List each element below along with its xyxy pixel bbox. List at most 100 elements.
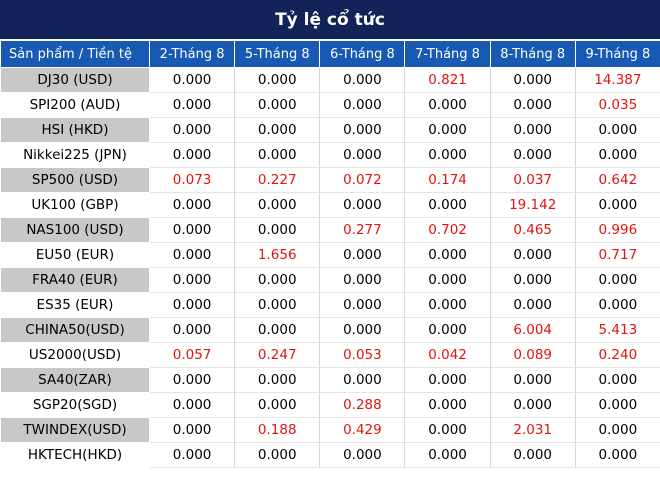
product-name-cell: SGP20(SGD) <box>0 392 150 418</box>
dividend-value-cell: 0.000 <box>404 367 491 393</box>
dividend-value-cell: 0.702 <box>404 217 491 243</box>
dividend-table: Sản phẩm / Tiền tệ 2-Tháng 8 5-Tháng 8 6… <box>0 40 660 468</box>
table-row: SGP20(SGD) 0.000 0.000 0.288 0.000 0.000 0.000 <box>0 392 660 418</box>
column-header-date: 9-Tháng 8 <box>574 40 660 68</box>
dividend-value-cell: 0.000 <box>319 192 406 218</box>
dividend-value-cell: 0.000 <box>574 367 660 393</box>
product-name-cell: HKTECH(HKD) <box>0 442 150 468</box>
dividend-value-cell: 0.000 <box>148 392 236 418</box>
column-header-product: Sản phẩm / Tiền tệ <box>0 40 150 68</box>
dividend-value-cell: 0.227 <box>234 167 321 193</box>
table-header-row: Sản phẩm / Tiền tệ 2-Tháng 8 5-Tháng 8 6… <box>0 40 660 68</box>
table-row: UK100 (GBP) 0.000 0.000 0.000 0.000 19.142 0.0… <box>0 192 660 218</box>
dividend-value-cell: 0.000 <box>404 192 491 218</box>
column-header-date: 5-Tháng 8 <box>234 40 321 68</box>
dividend-value-cell: 0.465 <box>489 217 576 243</box>
dividend-value-cell: 0.000 <box>148 142 236 168</box>
dividend-value-cell: 0.089 <box>489 342 576 368</box>
dividend-value-cell: 0.000 <box>489 117 576 143</box>
dividend-value-cell: 0.000 <box>319 442 406 468</box>
table-row: HSI (HKD) 0.000 0.000 0.000 0.000 0.000 0.000 <box>0 117 660 143</box>
dividend-value-cell: 0.000 <box>148 292 236 318</box>
dividend-value-cell: 0.000 <box>489 142 576 168</box>
table-row: TWINDEX(USD) 0.000 0.188 0.429 0.000 2.031 0.0… <box>0 417 660 443</box>
dividend-value-cell: 0.035 <box>574 92 660 118</box>
dividend-value-cell: 0.000 <box>404 242 491 268</box>
table-row: US2000(USD) 0.057 0.247 0.053 0.042 0.089 0.24… <box>0 342 660 368</box>
dividend-value-cell: 0.000 <box>234 117 321 143</box>
dividend-value-cell: 0.188 <box>234 417 321 443</box>
dividend-value-cell: 0.000 <box>574 117 660 143</box>
dividend-value-cell: 0.000 <box>574 417 660 443</box>
dividend-value-cell: 0.240 <box>574 342 660 368</box>
dividend-value-cell: 0.000 <box>404 442 491 468</box>
dividend-value-cell: 0.000 <box>148 217 236 243</box>
dividend-value-cell: 0.000 <box>489 367 576 393</box>
dividend-value-cell: 0.057 <box>148 342 236 368</box>
table-row: FRA40 (EUR) 0.000 0.000 0.000 0.000 0.000 0.00… <box>0 267 660 293</box>
dividend-value-cell: 0.000 <box>574 267 660 293</box>
dividend-value-cell: 0.000 <box>148 92 236 118</box>
dividend-value-cell: 0.000 <box>574 192 660 218</box>
dividend-value-cell: 0.000 <box>234 67 321 93</box>
dividend-value-cell: 0.717 <box>574 242 660 268</box>
dividend-value-cell: 0.000 <box>234 317 321 343</box>
dividend-value-cell: 0.053 <box>319 342 406 368</box>
dividend-value-cell: 0.000 <box>148 367 236 393</box>
table-row: HKTECH(HKD) 0.000 0.000 0.000 0.000 0.000 0.00… <box>0 442 660 468</box>
dividend-rate-panel: Tỷ lệ cổ tức Sản phẩm / Tiền tệ 2-Tháng … <box>0 0 660 468</box>
dividend-value-cell: 0.000 <box>404 117 491 143</box>
table-row: SP500 (USD) 0.073 0.227 0.072 0.174 0.037 0.64… <box>0 167 660 193</box>
product-name-cell: DJ30 (USD) <box>0 67 150 93</box>
dividend-value-cell: 6.004 <box>489 317 576 343</box>
column-header-date: 6-Tháng 8 <box>319 40 406 68</box>
dividend-value-cell: 0.000 <box>148 242 236 268</box>
dividend-value-cell: 0.821 <box>404 67 491 93</box>
dividend-value-cell: 0.000 <box>319 142 406 168</box>
table-row: Nikkei225 (JPN) 0.000 0.000 0.000 0.000 0.000… <box>0 142 660 168</box>
product-name-cell: SPI200 (AUD) <box>0 92 150 118</box>
dividend-value-cell: 0.000 <box>404 142 491 168</box>
dividend-value-cell: 0.000 <box>148 117 236 143</box>
dividend-value-cell: 0.000 <box>148 267 236 293</box>
dividend-value-cell: 0.000 <box>148 192 236 218</box>
dividend-value-cell: 0.000 <box>234 442 321 468</box>
dividend-value-cell: 0.000 <box>489 242 576 268</box>
dividend-value-cell: 0.000 <box>319 367 406 393</box>
dividend-value-cell: 0.000 <box>404 317 491 343</box>
dividend-value-cell: 0.000 <box>148 442 236 468</box>
dividend-value-cell: 0.996 <box>574 217 660 243</box>
dividend-value-cell: 19.142 <box>489 192 576 218</box>
dividend-value-cell: 0.072 <box>319 167 406 193</box>
dividend-value-cell: 0.000 <box>489 267 576 293</box>
dividend-value-cell: 0.000 <box>489 392 576 418</box>
column-header-date: 7-Tháng 8 <box>404 40 491 68</box>
product-name-cell: ES35 (EUR) <box>0 292 150 318</box>
dividend-value-cell: 0.000 <box>319 267 406 293</box>
dividend-value-cell: 5.413 <box>574 317 660 343</box>
table-row: DJ30 (USD) 0.000 0.000 0.000 0.821 0.000 14.38… <box>0 67 660 93</box>
dividend-value-cell: 0.000 <box>489 92 576 118</box>
product-name-cell: SP500 (USD) <box>0 167 150 193</box>
dividend-value-cell: 0.429 <box>319 417 406 443</box>
dividend-value-cell: 0.000 <box>404 417 491 443</box>
dividend-value-cell: 0.174 <box>404 167 491 193</box>
dividend-value-cell: 0.000 <box>319 317 406 343</box>
dividend-value-cell: 0.073 <box>148 167 236 193</box>
dividend-value-cell: 0.000 <box>319 242 406 268</box>
column-header-date: 2-Tháng 8 <box>148 40 236 68</box>
dividend-value-cell: 1.656 <box>234 242 321 268</box>
dividend-value-cell: 0.000 <box>489 67 576 93</box>
dividend-value-cell: 0.037 <box>489 167 576 193</box>
table-row: CHINA50(USD) 0.000 0.000 0.000 0.000 6.004 5.4… <box>0 317 660 343</box>
table-row: SA40(ZAR) 0.000 0.000 0.000 0.000 0.000 0.000 <box>0 367 660 393</box>
dividend-value-cell: 0.000 <box>574 142 660 168</box>
dividend-value-cell: 0.042 <box>404 342 491 368</box>
dividend-value-cell: 0.000 <box>404 292 491 318</box>
dividend-value-cell: 0.000 <box>234 142 321 168</box>
page-title: Tỷ lệ cổ tức <box>0 0 660 40</box>
dividend-value-cell: 0.288 <box>319 392 406 418</box>
dividend-value-cell: 0.000 <box>574 442 660 468</box>
dividend-value-cell: 0.000 <box>148 67 236 93</box>
dividend-value-cell: 0.000 <box>319 292 406 318</box>
